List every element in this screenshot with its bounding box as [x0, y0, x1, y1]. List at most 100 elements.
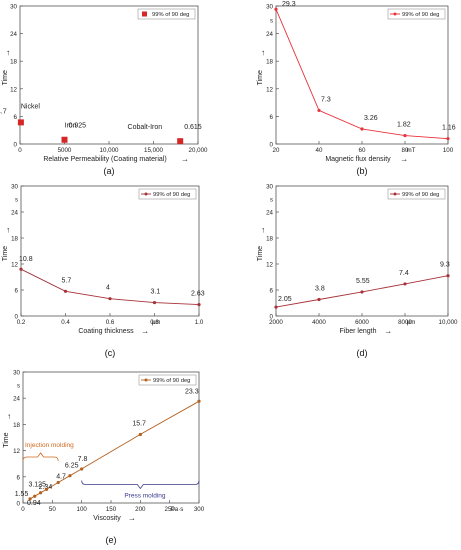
legend-marker	[144, 192, 148, 196]
point-name-label: Cobalt-Iron	[128, 124, 163, 131]
x-unit-label: μm	[152, 319, 161, 326]
x-tick-label: 100	[77, 506, 88, 513]
legend-box	[138, 374, 197, 386]
y-unit-label: s	[15, 198, 18, 204]
x-tick-label: 0.6	[106, 319, 115, 326]
x-tick-label: 20	[273, 147, 280, 154]
x-tick-label: 10,000	[439, 319, 458, 326]
x-tick-label: 50	[49, 506, 56, 513]
data-label: 10.8	[19, 256, 33, 263]
x-tick-label: 4000	[312, 319, 326, 326]
y-axis-arrow: →	[258, 226, 267, 234]
data-point	[446, 274, 450, 278]
data-label: 3.125	[28, 481, 46, 488]
y-axis-label: Time	[3, 432, 10, 447]
x-tick-label: 40	[316, 147, 323, 154]
x-tick-label: 80	[402, 147, 409, 154]
x-tick-label: 300	[194, 506, 205, 513]
data-label: 1.55	[15, 491, 29, 498]
legend-label: 99% of 90 deg	[152, 12, 189, 18]
data-label: 4.7	[0, 108, 7, 115]
x-tick-label: 2000	[269, 319, 283, 326]
panel-d: 0 6 12 18 24 30 2000 4000 6000 8000 10,000 Time → Fib…	[257, 184, 458, 359]
data-point	[197, 399, 201, 403]
data-label: 15.7	[132, 420, 146, 427]
legend-box	[137, 8, 196, 20]
x-tick-label: 20,000	[189, 147, 208, 154]
data-label: 1.82	[397, 122, 411, 129]
plot-frame	[275, 5, 449, 145]
data-label: 5.7	[62, 277, 72, 284]
y-tick-label: 12	[266, 86, 273, 93]
x-axis-arrow: →	[128, 514, 136, 523]
y-axis-arrow: →	[258, 49, 267, 57]
data-label: 23.3	[185, 388, 199, 395]
data-label: 0.615	[184, 124, 202, 131]
y-axis-label: Time	[2, 70, 9, 85]
data-point	[403, 134, 407, 138]
annotation-bracket	[22, 452, 59, 461]
annotation-label: Injection molding	[25, 442, 74, 449]
data-point	[80, 467, 84, 471]
y-axis-arrow: →	[3, 226, 12, 234]
x-unit-label: mT	[407, 147, 416, 154]
y-tick-label: 12	[11, 262, 18, 269]
y-tick-label: 12	[10, 86, 17, 93]
data-label: 3.26	[364, 115, 378, 122]
data-label: 3.1	[151, 289, 161, 296]
data-point	[177, 138, 184, 145]
panel-c: 0 6 12 18 24 30 0.2 0.4 0.6 0.8 1.0 Time → Coating th…	[2, 184, 205, 359]
x-unit-label: Pa·s	[171, 506, 184, 513]
y-tick-label: 0	[270, 314, 274, 321]
x-tick-label: 0.2	[17, 319, 26, 326]
data-point	[108, 297, 112, 301]
data-label: 2.34	[39, 484, 53, 491]
x-unit-label: μm	[407, 319, 416, 326]
y-axis-label: Time	[2, 246, 9, 261]
data-point	[28, 497, 32, 501]
data-label: 6.25	[65, 463, 79, 470]
y-tick-label: 0	[15, 314, 19, 321]
data-label: 4.7	[56, 473, 66, 480]
x-tick-label: 1.0	[195, 319, 204, 326]
point-name-label: Nickel	[21, 103, 41, 110]
x-axis-arrow: →	[141, 327, 149, 336]
data-point	[17, 119, 24, 126]
data-label: 9.3	[440, 262, 450, 269]
legend-marker	[144, 378, 148, 382]
y-tick-label: 6	[14, 114, 18, 121]
plot-frame	[19, 5, 199, 145]
y-tick-label: 24	[13, 396, 20, 403]
data-point	[446, 137, 450, 141]
y-tick-label: 18	[13, 422, 20, 429]
y-unit-label: s	[270, 18, 273, 24]
y-tick-label: 30	[10, 4, 17, 11]
x-tick-label: 250	[165, 506, 176, 513]
y-tick-label: 6	[270, 114, 274, 121]
data-label: 2.63	[191, 291, 205, 298]
x-tick-label: 0	[21, 506, 25, 513]
y-tick-label: 24	[10, 31, 17, 38]
data-point	[63, 289, 68, 293]
data-point	[403, 282, 407, 286]
data-point	[61, 136, 68, 143]
data-label: 1.16	[442, 125, 456, 132]
data-point	[19, 267, 23, 271]
y-tick-label: 24	[266, 31, 273, 38]
legend-label: 99% of 90 deg	[153, 192, 190, 198]
legend-marker	[393, 192, 397, 196]
y-tick-label: 12	[266, 262, 273, 269]
data-label: 5.55	[356, 278, 370, 285]
data-point	[317, 108, 321, 113]
x-axis-label: Coating thickness	[78, 328, 134, 335]
panel-label: (c)	[105, 348, 116, 358]
data-label: 0.94	[27, 500, 41, 507]
data-label: 7.3	[321, 96, 331, 103]
x-tick-label: 200	[135, 506, 146, 513]
x-tick-label: 8000	[398, 319, 412, 326]
legend-marker	[393, 12, 397, 16]
y-axis-arrow: →	[4, 413, 13, 421]
legend-label: 99% of 90 deg	[402, 12, 439, 18]
